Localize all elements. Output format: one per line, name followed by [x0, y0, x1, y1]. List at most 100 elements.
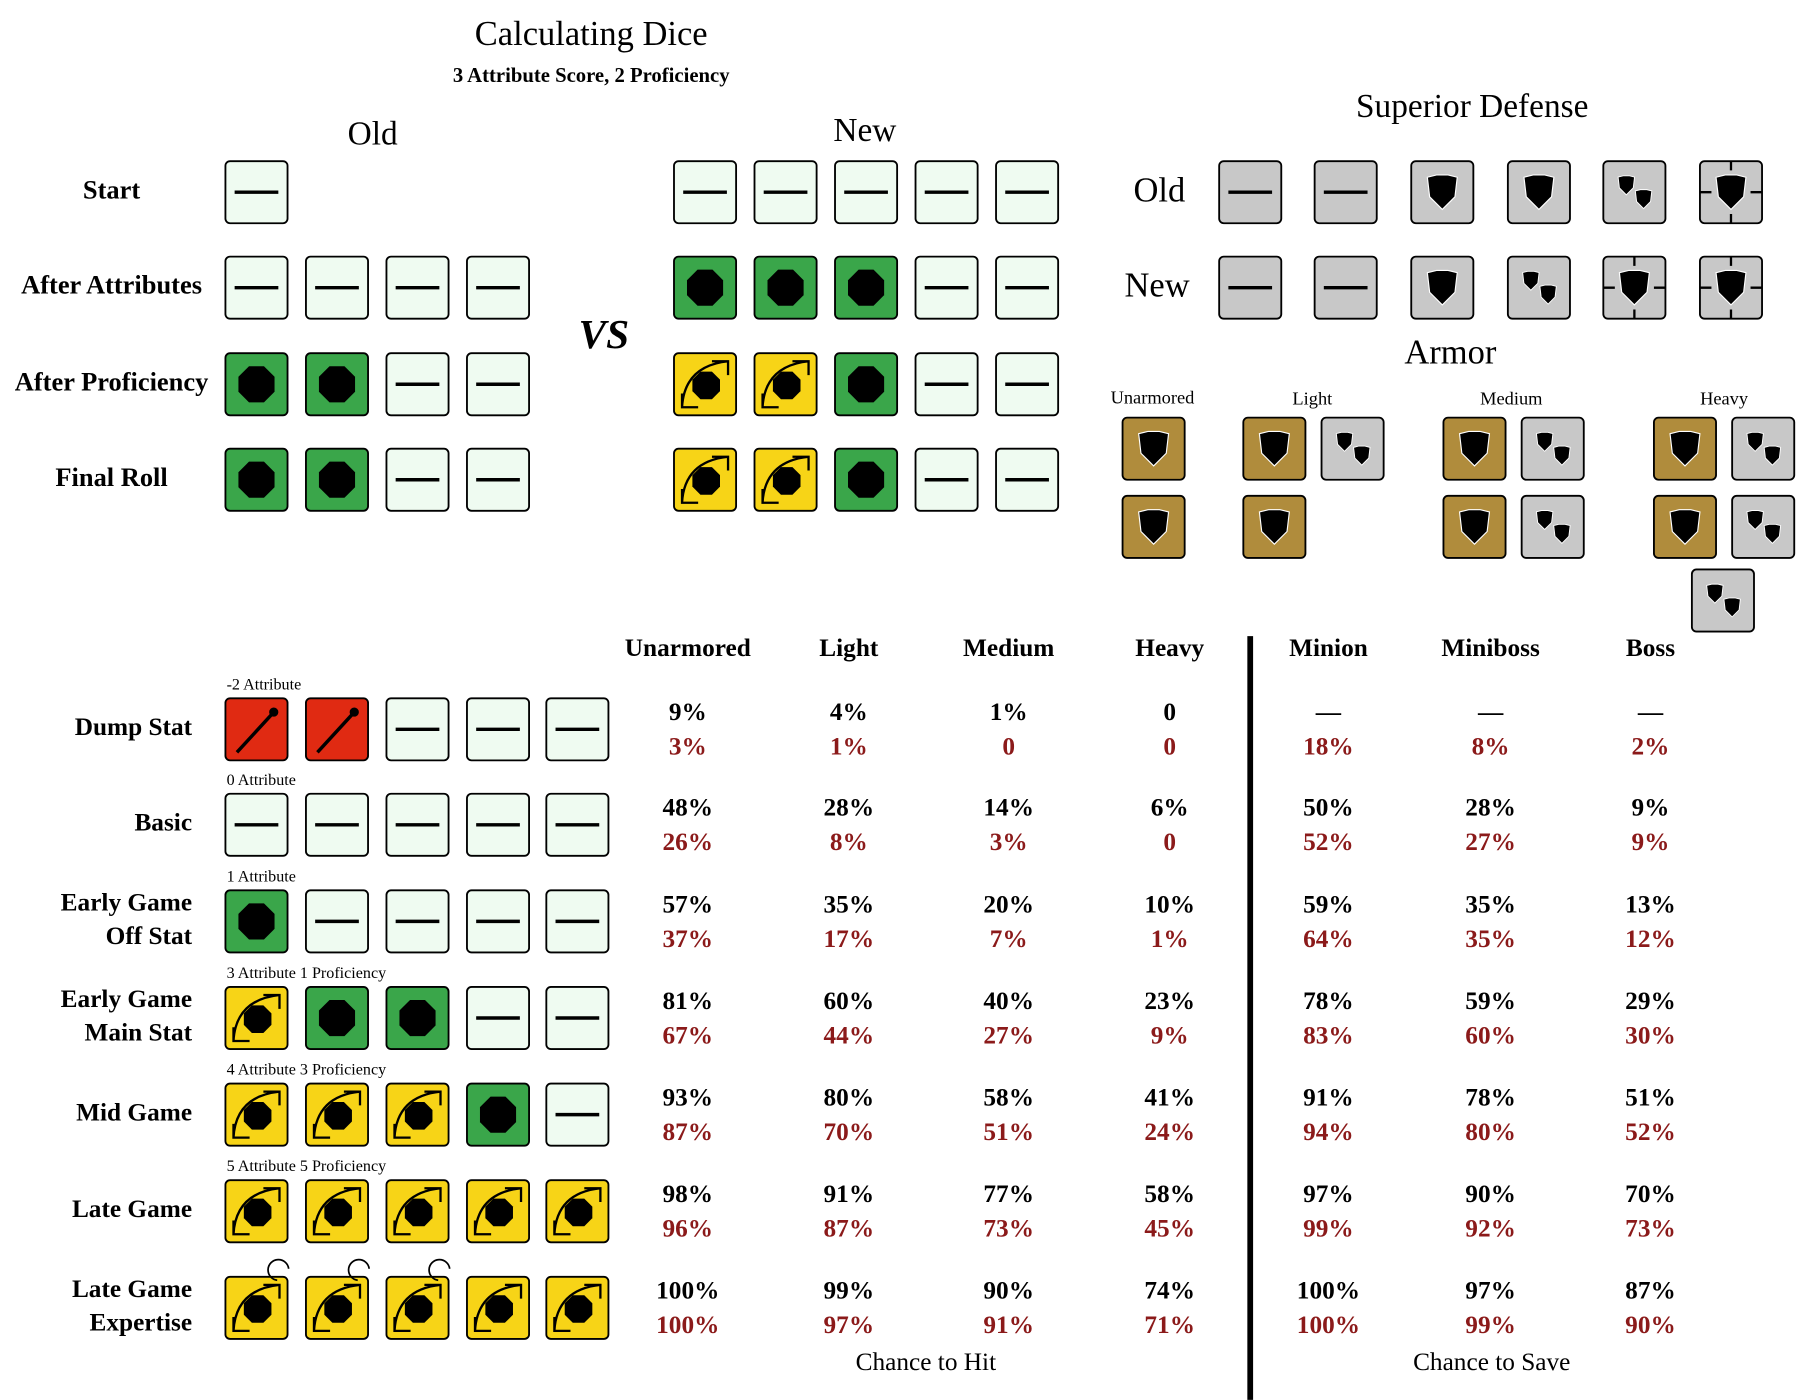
die-face — [1506, 255, 1571, 320]
die-pip — [848, 269, 885, 306]
hit-value: 60% — [824, 987, 875, 1015]
die-crit — [232, 1090, 281, 1139]
die-crit — [232, 1187, 281, 1236]
hit-value: 0 — [1163, 698, 1176, 726]
die-needle — [316, 709, 357, 754]
hit-value: 77% — [983, 1180, 1034, 1208]
die-shield — [1335, 431, 1354, 452]
save-value: 0 — [1002, 733, 1015, 761]
column-header: Unarmored — [625, 634, 751, 662]
save-value: 52% — [1303, 828, 1354, 856]
hit-value: 6% — [1151, 794, 1189, 822]
die — [1699, 255, 1763, 320]
save-value: 94% — [1303, 1118, 1354, 1146]
die — [385, 1082, 450, 1147]
die — [466, 1082, 530, 1147]
die — [995, 352, 1060, 417]
save-value: 7% — [990, 925, 1028, 953]
save-value: 9% — [1151, 1021, 1189, 1049]
save-value: 2% — [1632, 733, 1670, 761]
hit-value: 93% — [662, 1083, 713, 1111]
die — [914, 255, 979, 320]
die-shield — [1706, 583, 1724, 604]
die-crit — [473, 1187, 523, 1236]
die-face — [1690, 568, 1755, 633]
save-value: 96% — [662, 1215, 713, 1243]
die — [834, 447, 899, 512]
die-crit — [393, 1283, 442, 1333]
die-pip — [848, 366, 885, 403]
die-pip — [324, 1295, 352, 1323]
die — [224, 792, 289, 857]
die — [1653, 416, 1717, 481]
die — [224, 160, 289, 225]
armor-title: Armor — [1404, 333, 1496, 371]
die-pip — [564, 1198, 593, 1227]
die-crit — [232, 1283, 281, 1333]
row-label: Early Game — [61, 985, 192, 1013]
hit-value: 100% — [656, 1277, 719, 1305]
die-pip — [767, 269, 804, 306]
column-header: Light — [819, 634, 879, 662]
hit-value: 97% — [1303, 1180, 1354, 1208]
save-value: 87% — [824, 1215, 875, 1243]
die — [673, 255, 738, 320]
die-expertise — [347, 1258, 371, 1282]
hit-value: 98% — [662, 1180, 713, 1208]
hit-value: — — [1637, 698, 1664, 726]
die — [995, 447, 1060, 512]
hit-value: — — [1477, 698, 1504, 726]
die-shield — [1617, 175, 1636, 196]
die — [1313, 255, 1378, 320]
die — [466, 986, 530, 1050]
die-face — [1731, 494, 1796, 559]
die — [1731, 494, 1796, 559]
save-value: 44% — [824, 1021, 875, 1049]
die-pip — [324, 1101, 352, 1130]
die-shield — [1522, 270, 1540, 291]
die — [1121, 416, 1186, 481]
hit-value: 40% — [983, 987, 1034, 1015]
die — [1121, 494, 1186, 559]
die-pip — [485, 1295, 513, 1323]
hit-value: 80% — [824, 1083, 875, 1111]
hit-value: 78% — [1465, 1083, 1516, 1111]
die — [466, 697, 530, 762]
die — [305, 697, 369, 762]
die — [385, 447, 450, 512]
hit-value: 23% — [1144, 987, 1195, 1015]
die-shield — [1723, 597, 1741, 618]
hit-value: 4% — [830, 698, 868, 726]
die — [1506, 160, 1571, 225]
die — [545, 889, 610, 954]
die-shield — [1426, 174, 1458, 211]
die — [224, 352, 289, 417]
die-pip — [318, 999, 356, 1037]
die — [1218, 255, 1283, 320]
row-label: Early Game — [61, 889, 192, 917]
die — [385, 1258, 451, 1340]
save-value: 90% — [1625, 1311, 1676, 1339]
hit-value: 78% — [1303, 987, 1354, 1015]
die-face — [1731, 416, 1796, 481]
hit-value: 35% — [824, 890, 875, 918]
save-value: 8% — [830, 828, 868, 856]
die — [224, 889, 289, 954]
die-shield — [1669, 509, 1701, 545]
save-value: 97% — [824, 1311, 875, 1339]
die-pip — [243, 1295, 272, 1323]
dice-note: -2 Attribute — [227, 676, 302, 693]
die — [1442, 494, 1507, 559]
save-value: 92% — [1465, 1215, 1516, 1243]
save-value: 17% — [824, 925, 875, 953]
die-shield — [1535, 510, 1554, 531]
die — [673, 447, 738, 512]
die-pip — [243, 1198, 272, 1227]
save-value: 0 — [1163, 828, 1176, 856]
title: Calculating Dice — [475, 15, 708, 53]
save-caption: Chance to Save — [1413, 1348, 1570, 1376]
save-value: 1% — [830, 733, 868, 761]
dice-note: 4 Attribute 3 Proficiency — [227, 1062, 387, 1079]
die — [466, 255, 530, 320]
die — [753, 352, 818, 417]
